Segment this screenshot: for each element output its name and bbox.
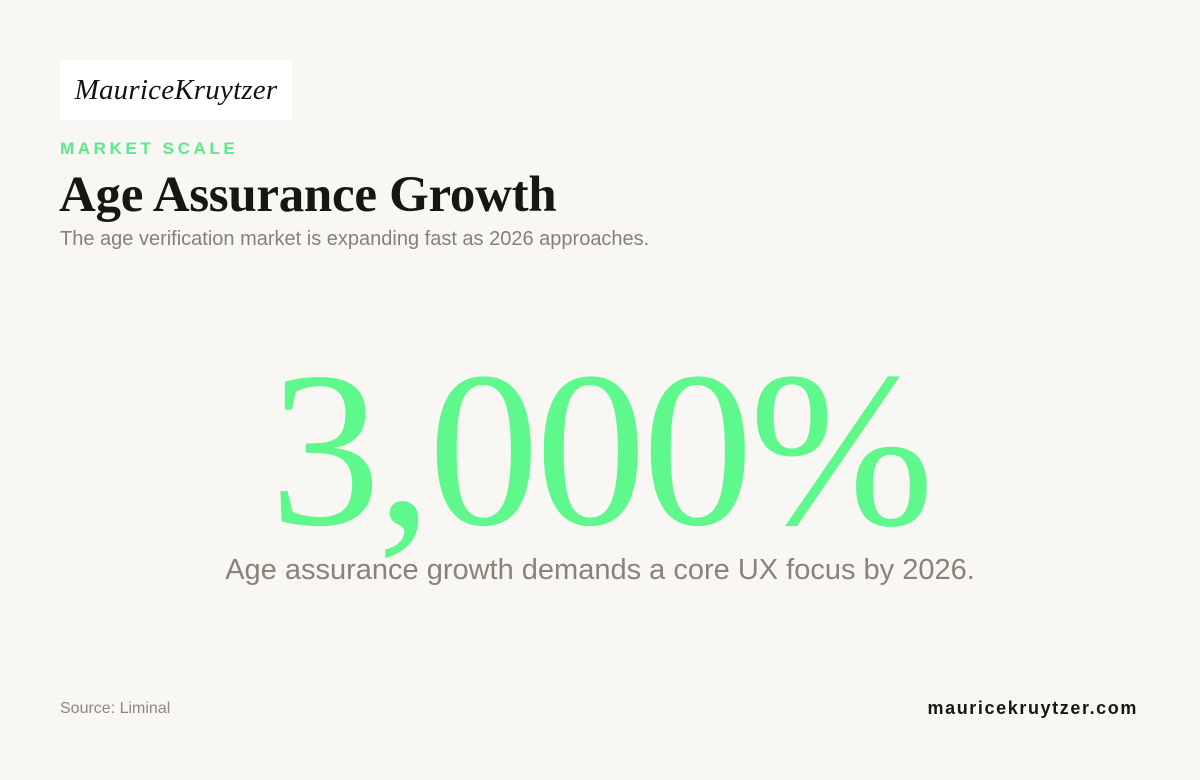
page-title: Age Assurance Growth: [59, 167, 557, 223]
section-eyebrow: MARKET SCALE: [60, 139, 239, 158]
stat-caption: Age assurance growth demands a core UX f…: [225, 554, 975, 586]
logo: MauriceKruytzer: [60, 60, 292, 120]
logo-text: MauriceKruytzer: [74, 73, 278, 106]
website-link[interactable]: mauricekruytzer.com: [927, 698, 1138, 718]
page-subtitle: The age verification market is expanding…: [60, 228, 650, 250]
stat-value: 3,000%: [269, 327, 934, 573]
source-label: Source: Liminal: [60, 700, 171, 717]
